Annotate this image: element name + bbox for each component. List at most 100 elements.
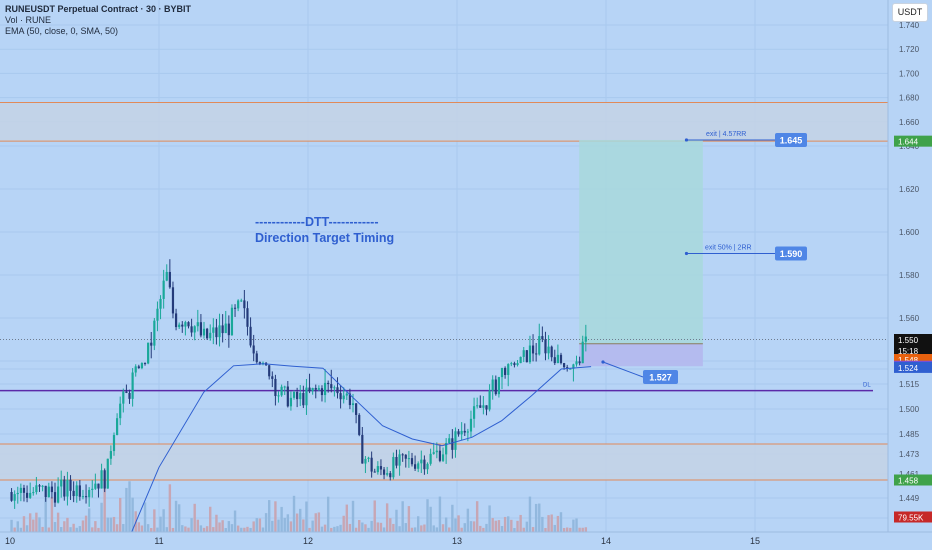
volume-bar xyxy=(32,519,35,532)
volume-bar xyxy=(305,501,308,532)
candle-body xyxy=(556,354,559,364)
candle-body xyxy=(218,325,221,338)
candle-body xyxy=(392,456,395,478)
candle-body xyxy=(268,365,271,377)
volume-bar xyxy=(314,513,317,532)
volume-bar xyxy=(516,520,519,532)
volume-bar xyxy=(56,512,60,532)
volume-bar xyxy=(47,527,51,532)
candle-body xyxy=(438,450,442,461)
volume-bar xyxy=(177,504,181,532)
volume-bar xyxy=(398,526,401,532)
exit-1-price-label-text: 1.645 xyxy=(780,135,803,145)
price-tick-label: 1.449 xyxy=(899,494,920,503)
volume-bar xyxy=(423,524,426,532)
candle-body xyxy=(407,458,410,460)
volume-bar xyxy=(274,501,277,532)
candle-body xyxy=(115,418,119,436)
volume-bar xyxy=(28,513,32,532)
volume-bar xyxy=(389,518,392,532)
candle-body xyxy=(302,393,305,406)
candle-body xyxy=(535,353,538,355)
candle-body xyxy=(19,487,22,493)
candle-body xyxy=(386,473,389,475)
exit-2-dot xyxy=(684,251,689,256)
volume-bar xyxy=(308,527,311,532)
candle-body xyxy=(81,496,85,498)
volume-bar xyxy=(128,481,131,532)
volume-indicator-label[interactable]: Vol · RUNE xyxy=(5,15,52,25)
volume-bar xyxy=(550,514,553,532)
candle-body xyxy=(57,486,60,503)
candle-body xyxy=(94,483,97,489)
candle-body xyxy=(159,298,162,309)
volume-bar xyxy=(143,502,147,532)
volume-bar xyxy=(41,526,44,532)
candle-body xyxy=(196,322,199,327)
symbol-title[interactable]: RUNEUSDT Perpetual Contract · 30 · BYBIT xyxy=(5,4,192,14)
candle-body xyxy=(299,393,302,400)
time-axis-panel xyxy=(0,532,932,550)
volume-bar xyxy=(81,520,85,532)
candle-body xyxy=(448,438,451,443)
volume-bar xyxy=(416,516,420,532)
volume-bar xyxy=(581,527,584,532)
candle-body xyxy=(569,368,572,370)
candle-body xyxy=(10,492,13,501)
candle-body xyxy=(500,367,504,378)
volume-bar xyxy=(317,512,321,532)
currency-button[interactable]: USDT xyxy=(892,3,928,22)
volume-bar xyxy=(485,523,488,532)
volume-bar xyxy=(410,527,414,532)
candle-body xyxy=(243,300,246,309)
candle-body xyxy=(274,378,277,397)
candle-body xyxy=(404,454,407,459)
candle-body xyxy=(401,454,404,456)
price-tick-label: 1.700 xyxy=(899,69,920,78)
volume-bar xyxy=(174,500,178,532)
volume-bar xyxy=(562,527,566,532)
volume-bar xyxy=(435,527,439,532)
volume-bar xyxy=(413,527,417,532)
volume-bar xyxy=(572,519,575,532)
candle-body xyxy=(97,483,100,489)
candle-body xyxy=(584,336,587,342)
candle-body xyxy=(358,414,361,435)
volume-bar xyxy=(106,517,109,532)
volume-bar xyxy=(510,519,513,532)
volume-bar xyxy=(326,496,330,532)
exit-2-price-label-box xyxy=(775,246,807,261)
volume-bar xyxy=(125,487,128,532)
volume-bar xyxy=(584,527,588,532)
candle-body xyxy=(491,379,494,391)
volume-bar xyxy=(559,512,563,532)
exit-1-label: exit | 4.57RR xyxy=(706,131,746,138)
price-axis-panel xyxy=(888,0,932,550)
candle-body xyxy=(370,457,373,472)
volume-bar xyxy=(488,505,491,532)
volume-bar xyxy=(333,526,336,532)
volume-bar xyxy=(97,527,100,532)
volume-bar xyxy=(187,527,190,532)
volume-bar xyxy=(482,527,485,532)
price-tick-label: 1.560 xyxy=(899,314,920,323)
candle-body xyxy=(544,339,547,354)
volume-bar xyxy=(544,527,547,532)
volume-bar xyxy=(565,527,569,532)
volume-bar xyxy=(233,510,237,532)
candle-body xyxy=(286,386,289,407)
price-badge-text: 1.458 xyxy=(898,477,919,486)
ema-indicator-label[interactable]: EMA (50, close, 0, SMA, 50) xyxy=(5,26,119,36)
candle-body xyxy=(100,470,103,489)
volume-bar xyxy=(541,516,544,532)
candle-body xyxy=(125,391,128,393)
candle-body xyxy=(351,403,355,406)
candle-body xyxy=(581,341,584,364)
volume-bar xyxy=(44,498,47,532)
price-badge-text: 1.644 xyxy=(898,138,919,147)
candle-body xyxy=(41,485,44,487)
volume-bar xyxy=(519,514,522,532)
candle-body xyxy=(292,391,296,398)
